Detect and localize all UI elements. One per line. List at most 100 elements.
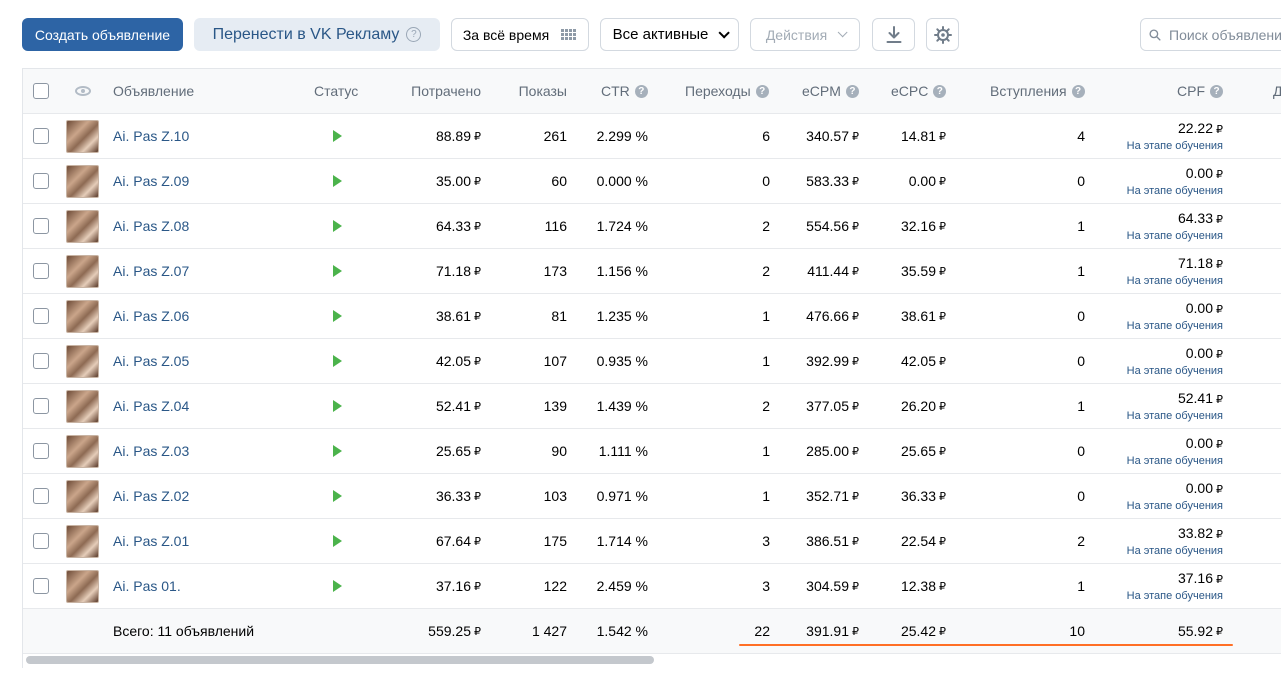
play-icon[interactable] bbox=[333, 220, 342, 232]
help-icon[interactable]: ? bbox=[634, 84, 648, 98]
row-checkbox[interactable] bbox=[33, 173, 49, 189]
ad-thumbnail[interactable] bbox=[66, 434, 99, 468]
currency-sign: ₽ bbox=[852, 175, 859, 188]
select-all-checkbox[interactable] bbox=[33, 83, 49, 99]
learning-status-link[interactable]: На этапе обучения bbox=[1126, 364, 1223, 377]
ad-thumbnail[interactable] bbox=[66, 209, 99, 243]
actions-dropdown[interactable]: Действия bbox=[750, 18, 860, 51]
help-icon[interactable]: ? bbox=[406, 27, 422, 42]
play-icon[interactable] bbox=[333, 535, 342, 547]
horizontal-scrollbar[interactable] bbox=[26, 656, 654, 664]
search-box[interactable] bbox=[1140, 18, 1281, 51]
learning-status-link[interactable]: На этапе обучения bbox=[1126, 274, 1223, 287]
col-joins[interactable]: Вступления? bbox=[990, 69, 1085, 113]
create-ad-button[interactable]: Создать объявление bbox=[22, 18, 183, 51]
eye-icon[interactable] bbox=[75, 86, 91, 96]
transfer-to-vk-ads-button[interactable]: Перенести в VK Рекламу ? bbox=[194, 18, 440, 51]
help-icon[interactable]: ? bbox=[755, 84, 769, 98]
learning-status-link[interactable]: На этапе обучения bbox=[1126, 499, 1223, 512]
help-icon[interactable]: ? bbox=[1210, 84, 1223, 98]
col-impressions[interactable]: Показы bbox=[493, 69, 567, 113]
col-spent[interactable]: Потрачено bbox=[383, 69, 481, 113]
ad-name-link[interactable]: Ai. Pas 01. bbox=[113, 578, 181, 594]
row-checkbox[interactable] bbox=[33, 308, 49, 324]
learning-status-link[interactable]: На этапе обучения bbox=[1126, 589, 1223, 602]
ad-name-link[interactable]: Ai. Pas Z.01 bbox=[113, 533, 190, 549]
row-checkbox[interactable] bbox=[33, 398, 49, 414]
download-button[interactable] bbox=[872, 18, 915, 51]
row-checkbox[interactable] bbox=[33, 443, 49, 459]
play-icon[interactable] bbox=[333, 265, 342, 277]
table-row[interactable]: Ai. Pas Z.05 42.05 ₽107 0.935 % 1 392.99 ₽42.0… bbox=[23, 339, 1281, 384]
table-row[interactable]: Ai. Pas Z.06 38.61 ₽81 1.235 % 1 476.66 ₽38.61… bbox=[23, 294, 1281, 339]
play-icon[interactable] bbox=[333, 355, 342, 367]
row-checkbox[interactable] bbox=[33, 128, 49, 144]
ad-name-link[interactable]: Ai. Pas Z.03 bbox=[113, 443, 190, 459]
search-input[interactable] bbox=[1169, 26, 1281, 43]
help-icon[interactable]: ? bbox=[933, 84, 947, 98]
learning-status-link[interactable]: На этапе обучения bbox=[1126, 454, 1223, 467]
period-select[interactable]: За всё время bbox=[451, 18, 589, 51]
learning-status-link[interactable]: На этапе обучения bbox=[1126, 139, 1223, 152]
col-ecpc[interactable]: eCPC? bbox=[891, 69, 947, 113]
col-ecpm[interactable]: eCPM? bbox=[802, 69, 859, 113]
row-checkbox[interactable] bbox=[33, 218, 49, 234]
ad-thumbnail[interactable] bbox=[66, 479, 99, 513]
ad-name-link[interactable]: Ai. Pas Z.09 bbox=[113, 173, 190, 189]
ad-thumbnail[interactable] bbox=[66, 164, 99, 198]
currency-sign: ₽ bbox=[1216, 348, 1223, 361]
play-icon[interactable] bbox=[333, 310, 342, 322]
ad-thumbnail[interactable] bbox=[66, 389, 99, 423]
learning-status-link[interactable]: На этапе обучения bbox=[1126, 409, 1223, 422]
help-icon[interactable]: ? bbox=[1071, 84, 1085, 98]
ad-name-link[interactable]: Ai. Pas Z.06 bbox=[113, 308, 190, 324]
ad-thumbnail[interactable] bbox=[66, 569, 99, 603]
row-checkbox[interactable] bbox=[33, 353, 49, 369]
help-icon[interactable]: ? bbox=[845, 84, 859, 98]
play-icon[interactable] bbox=[333, 580, 342, 592]
row-checkbox[interactable] bbox=[33, 578, 49, 594]
ad-thumbnail[interactable] bbox=[66, 524, 99, 558]
status-filter-select[interactable]: Все активные bbox=[600, 18, 739, 51]
table-row[interactable]: Ai. Pas Z.02 36.33 ₽103 0.971 % 1 352.71 ₽36.3… bbox=[23, 474, 1281, 519]
row-checkbox[interactable] bbox=[33, 488, 49, 504]
table-row[interactable]: Ai. Pas Z.07 71.18 ₽173 1.156 % 2 411.44 ₽35.5… bbox=[23, 249, 1281, 294]
col-clicks[interactable]: Переходы? bbox=[685, 69, 769, 113]
play-icon[interactable] bbox=[333, 445, 342, 457]
col-status[interactable]: Статус bbox=[314, 69, 358, 113]
ad-name-link[interactable]: Ai. Pas Z.07 bbox=[113, 263, 190, 279]
ad-name-link[interactable]: Ai. Pas Z.04 bbox=[113, 398, 190, 414]
ad-thumbnail[interactable] bbox=[66, 299, 99, 333]
ad-name-link[interactable]: Ai. Pas Z.02 bbox=[113, 488, 190, 504]
table-row[interactable]: Ai. Pas Z.08 64.33 ₽116 1.724 % 2 554.56 ₽32.1… bbox=[23, 204, 1281, 249]
ad-name-link[interactable]: Ai. Pas Z.10 bbox=[113, 128, 190, 144]
ad-name-link[interactable]: Ai. Pas Z.08 bbox=[113, 218, 190, 234]
ad-thumbnail[interactable] bbox=[66, 254, 99, 288]
table-row[interactable]: Ai. Pas Z.10 88.89 ₽261 2.299 % 6 340.57 ₽14.8… bbox=[23, 114, 1281, 159]
ecpm-cell: 377.05 ₽ bbox=[783, 384, 859, 428]
learning-status-link[interactable]: На этапе обучения bbox=[1126, 544, 1223, 557]
play-icon[interactable] bbox=[333, 400, 342, 412]
col-ctr[interactable]: CTR? bbox=[601, 69, 648, 113]
col-next[interactable]: Д bbox=[1273, 69, 1281, 113]
learning-status-link[interactable]: На этапе обучения bbox=[1126, 319, 1223, 332]
table-row[interactable]: Ai. Pas Z.01 67.64 ₽175 1.714 % 3 386.51 ₽22.5… bbox=[23, 519, 1281, 564]
table-row[interactable]: Ai. Pas 01. 37.16 ₽122 2.459 % 3 304.59 ₽12.38… bbox=[23, 564, 1281, 609]
table-row[interactable]: Ai. Pas Z.09 35.00 ₽60 0.000 % 0 583.33 ₽0.00 ₽… bbox=[23, 159, 1281, 204]
learning-status-link[interactable]: На этапе обучения bbox=[1126, 184, 1223, 197]
ad-thumbnail[interactable] bbox=[66, 344, 99, 378]
ad-thumbnail[interactable] bbox=[66, 119, 99, 153]
table-row[interactable]: Ai. Pas Z.04 52.41 ₽139 1.439 % 2 377.05 ₽26.2… bbox=[23, 384, 1281, 429]
table-row[interactable]: Ai. Pas Z.03 25.65 ₽90 1.111 % 1 285.00 ₽25.65… bbox=[23, 429, 1281, 474]
ad-name-link[interactable]: Ai. Pas Z.05 bbox=[113, 353, 190, 369]
play-icon[interactable] bbox=[333, 175, 342, 187]
settings-button[interactable] bbox=[926, 18, 959, 51]
col-name[interactable]: Объявление bbox=[113, 69, 194, 113]
learning-status-link[interactable]: На этапе обучения bbox=[1126, 229, 1223, 242]
row-checkbox[interactable] bbox=[33, 263, 49, 279]
row-checkbox[interactable] bbox=[33, 533, 49, 549]
currency-sign: ₽ bbox=[474, 400, 481, 413]
col-cpf[interactable]: CPF? bbox=[1177, 69, 1223, 113]
play-icon[interactable] bbox=[333, 130, 342, 142]
play-icon[interactable] bbox=[333, 490, 342, 502]
